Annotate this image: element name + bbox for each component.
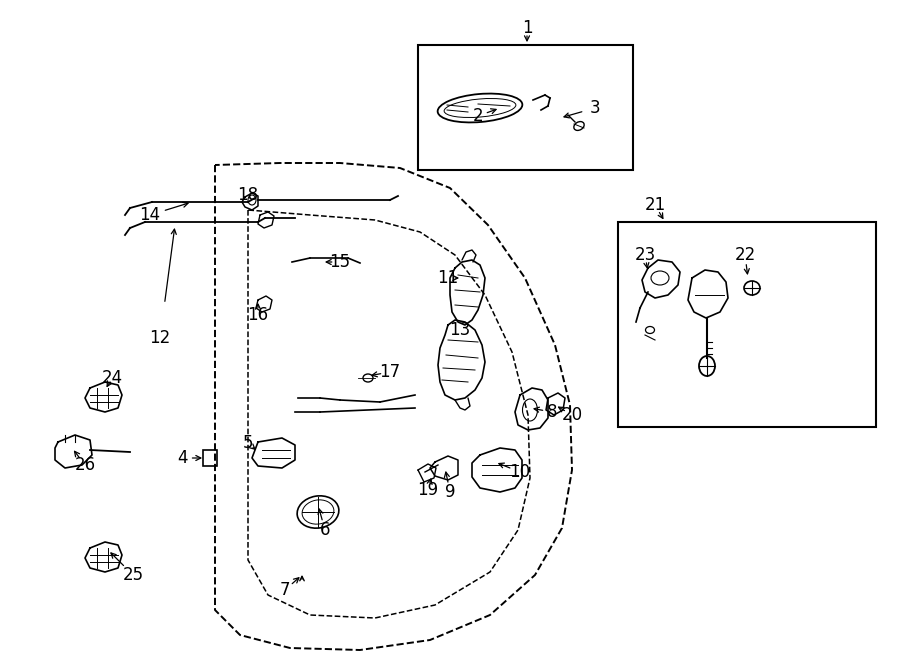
Text: 4: 4	[178, 449, 188, 467]
Text: 17: 17	[380, 363, 400, 381]
Text: 22: 22	[734, 246, 756, 264]
Text: 13: 13	[449, 321, 471, 339]
Text: 23: 23	[634, 246, 655, 264]
Text: 9: 9	[445, 483, 455, 501]
Text: 10: 10	[509, 463, 531, 481]
Bar	[418, 45, 633, 170]
Text: 2: 2	[472, 107, 483, 125]
Text: 11: 11	[437, 269, 459, 287]
Text: 14: 14	[140, 206, 160, 224]
Text: 25: 25	[122, 566, 144, 584]
Text: 18: 18	[238, 186, 258, 204]
Text: 16: 16	[248, 306, 268, 324]
Bar	[618, 222, 876, 427]
Text: 20: 20	[562, 406, 582, 424]
Text: 19: 19	[418, 481, 438, 499]
Text: 12: 12	[149, 329, 171, 347]
Text: 1: 1	[522, 19, 532, 37]
Text: 15: 15	[329, 253, 351, 271]
Text: 26: 26	[75, 456, 95, 474]
Text: 5: 5	[243, 434, 253, 452]
Text: 7: 7	[280, 581, 290, 599]
Text: 3: 3	[590, 99, 600, 117]
Text: 21: 21	[644, 196, 666, 214]
Bar	[203, 450, 217, 466]
Text: 8: 8	[547, 403, 557, 421]
Text: 24: 24	[102, 369, 122, 387]
Text: 6: 6	[320, 521, 330, 539]
